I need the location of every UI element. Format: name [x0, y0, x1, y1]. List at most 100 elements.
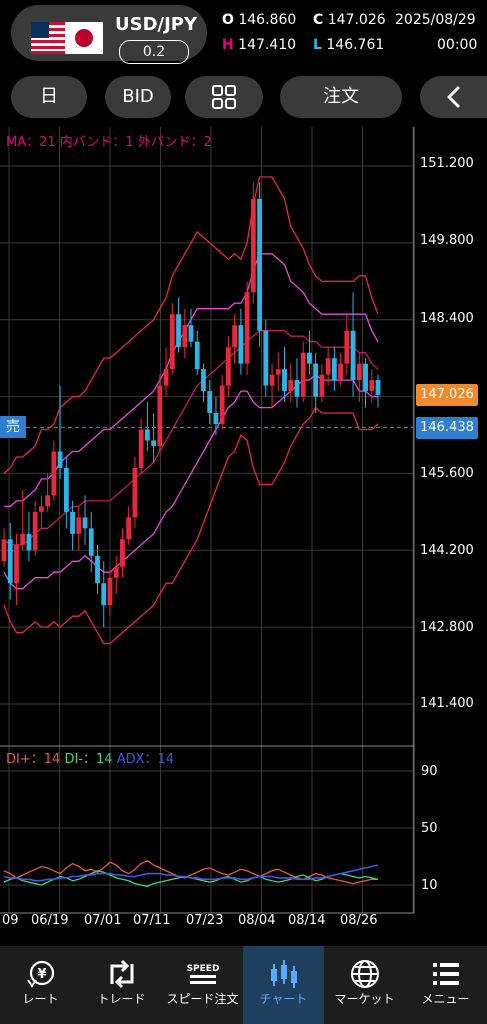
candle-body: [88, 528, 94, 556]
candle-body: [207, 391, 213, 414]
open-value: O 146.860: [222, 12, 297, 28]
candle-body: [201, 369, 206, 392]
bottom-navigation: ¥ レート トレード SPEED スピード注文 チャート: [0, 946, 487, 1024]
candle-body: [219, 385, 225, 425]
di-plus-line: [3, 860, 378, 885]
outer-band-upper: [3, 176, 379, 474]
price-axis-label: 148.400: [420, 311, 474, 326]
low-value: L 146.761: [313, 37, 385, 53]
order-button[interactable]: 注文: [280, 76, 402, 118]
candle-body: [120, 539, 125, 567]
candle-body: [132, 467, 138, 518]
nav-market[interactable]: マーケット: [324, 946, 405, 1024]
candle-body: [325, 358, 331, 375]
price-axis-label: 144.200: [420, 543, 474, 558]
candle-body: [263, 330, 269, 386]
candle-body: [244, 292, 250, 364]
candle-body: [257, 198, 262, 331]
candlestick-chart-icon: [271, 960, 297, 988]
japan-flag-icon: [65, 22, 103, 54]
nav-menu[interactable]: メニュー: [405, 946, 486, 1024]
candle-body: [288, 380, 294, 392]
nav-rate[interactable]: ¥ レート: [0, 946, 81, 1024]
layout-button[interactable]: [185, 76, 263, 118]
date-axis-label: 08/14: [288, 913, 326, 928]
candle-body: [250, 198, 256, 293]
candle-body: [363, 363, 368, 392]
candle-body: [144, 429, 150, 441]
price-axis-label: 145.600: [420, 466, 474, 481]
sell-position-tag[interactable]: 売: [0, 416, 26, 438]
rate-yen-icon: ¥: [27, 960, 55, 988]
candle-body: [344, 330, 350, 364]
candle-body: [163, 369, 169, 386]
bid-ask-button[interactable]: BID: [105, 76, 171, 118]
candle-body: [76, 517, 82, 534]
candle-body: [356, 363, 362, 381]
date-axis-label: 07/01: [84, 913, 122, 928]
speed-order-icon: SPEED: [187, 964, 219, 984]
adx-line: [3, 864, 379, 882]
price-chart[interactable]: [0, 127, 487, 945]
date-axis-label: 07/11: [133, 913, 171, 928]
candle-body: [39, 506, 44, 512]
candle-body: [238, 325, 244, 364]
candle-body: [70, 511, 75, 534]
date-axis-label: 08/04: [238, 913, 276, 928]
candle-body: [369, 380, 375, 392]
candle-body: [151, 440, 156, 446]
trade-arrows-icon: [110, 959, 134, 989]
menu-list-icon: [433, 963, 459, 985]
chart-toolbar: 日 BID 注文: [0, 76, 487, 120]
currency-pair-selector[interactable]: USD/JPY 0.2: [11, 5, 207, 64]
close-value: C 147.026: [313, 12, 386, 28]
currency-flags-icon: [31, 22, 103, 54]
candle-body: [126, 517, 132, 540]
chart-area[interactable]: MA：21 内バンド：1 外バンド：2 151.200 149.800 148.…: [0, 127, 487, 945]
chevron-left-icon: [447, 86, 459, 108]
chart-time: 00:00: [437, 37, 478, 53]
header: USD/JPY 0.2 O 146.860 C 147.026 2025/08/…: [0, 0, 487, 70]
price-axis-label: 141.400: [420, 696, 474, 711]
collapse-toolbar-button[interactable]: [420, 76, 487, 118]
candle-body: [176, 314, 181, 348]
candle-body: [169, 314, 175, 370]
us-flag-icon: [31, 22, 69, 54]
period-button[interactable]: 日: [11, 76, 87, 118]
candle-body: [7, 539, 13, 584]
candle-body: [20, 533, 26, 545]
candle-body: [375, 380, 381, 395]
candle-body: [57, 451, 63, 468]
candle-body: [138, 429, 144, 468]
candle-body: [63, 467, 69, 512]
candle-body: [300, 352, 306, 397]
candle-body: [294, 380, 300, 397]
candle-body: [1, 539, 7, 562]
date-axis-label: 09: [2, 913, 19, 928]
candle-body: [282, 369, 287, 392]
high-value: H 147.410: [222, 37, 297, 53]
candle-body: [232, 325, 238, 348]
nav-chart[interactable]: チャート: [243, 946, 324, 1024]
nav-trade[interactable]: トレード: [81, 946, 162, 1024]
nav-speed-order[interactable]: SPEED スピード注文: [162, 946, 243, 1024]
date-axis-label: 08/26: [340, 913, 378, 928]
candle-body: [194, 341, 200, 370]
candle-body: [182, 325, 188, 348]
spread-badge: 0.2: [119, 40, 189, 64]
candle-body: [213, 413, 219, 425]
dmi-axis-label: 90: [421, 764, 438, 779]
bid-price-tag: 146.438: [416, 417, 478, 439]
candle-body: [275, 369, 281, 375]
candle-body: [101, 583, 107, 606]
chart-date: 2025/08/29: [395, 12, 476, 28]
candle-body: [45, 495, 51, 507]
svg-text:¥: ¥: [37, 967, 46, 982]
grid-icon: [212, 85, 236, 109]
candle-body: [313, 363, 319, 397]
candle-body: [26, 533, 32, 551]
dmi-legend: DI+：14 DI-：14 ADX：14: [6, 752, 175, 767]
candle-body: [82, 517, 88, 529]
candle-body: [307, 352, 312, 364]
pair-name: USD/JPY: [115, 14, 198, 35]
